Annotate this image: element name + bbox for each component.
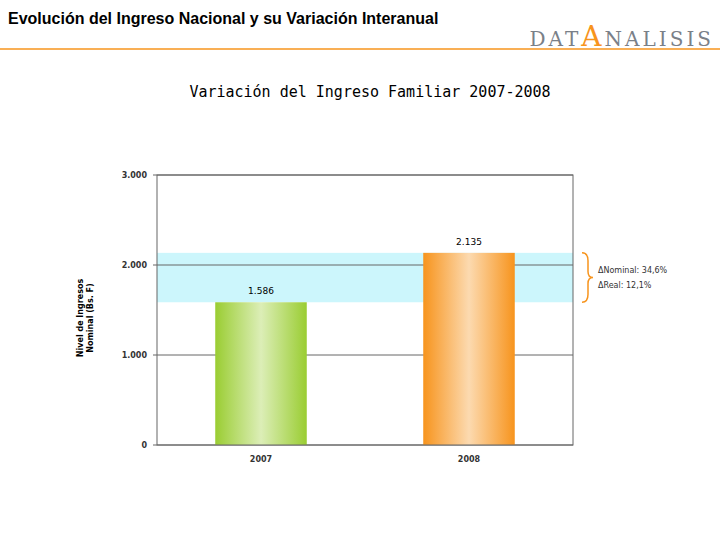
logo-letter: A [548,27,565,51]
brace [582,253,593,302]
bar [215,302,307,445]
tick-mark [153,355,157,356]
y-tick-label: 2.000 [122,261,148,270]
chart-title: Variación del Ingreso Familiar 2007-2008 [189,83,550,101]
data-label: 2.135 [456,237,482,247]
x-tick-label: 2007 [250,455,272,464]
tick-mark [153,175,157,176]
logo-letter: T [565,27,581,51]
bar [423,253,515,445]
y-tick-label: 0 [141,441,147,450]
logo-letter: L [643,27,659,51]
logo-letter: N [605,27,626,51]
annotation: ΔReal: 12,1% [598,281,652,290]
logo-letter: A [580,20,604,53]
logo-letter: D [530,27,549,51]
logo-letter: S [670,27,687,51]
logo: DATANALISIS [530,20,714,53]
y-tick-label: 1.000 [122,351,148,360]
header-title: Evolución del Ingreso Nacional y su Vari… [8,10,438,27]
tick-mark [153,445,157,446]
logo-letter: I [659,27,670,51]
y-axis-label: Nivel de IngresosNominal (Bs. F) [76,279,95,358]
y-tick-label: 3.000 [122,171,148,180]
logo-letter: A [624,27,642,51]
y-axis-label-line: Nivel de Ingresos [76,279,85,358]
y-axis-label-line: Nominal (Bs. F) [86,283,95,352]
logo-letter: I [686,27,697,51]
x-tick-label: 2008 [458,455,481,464]
annotation: ΔNominal: 34,6% [598,266,668,275]
logo-letter: S [697,27,714,51]
plot-frame [157,175,573,445]
bars [215,253,515,445]
tick-mark [153,265,157,266]
page: Evolución del Ingreso Nacional y su Vari… [0,0,720,540]
data-label: 1.586 [248,286,274,296]
